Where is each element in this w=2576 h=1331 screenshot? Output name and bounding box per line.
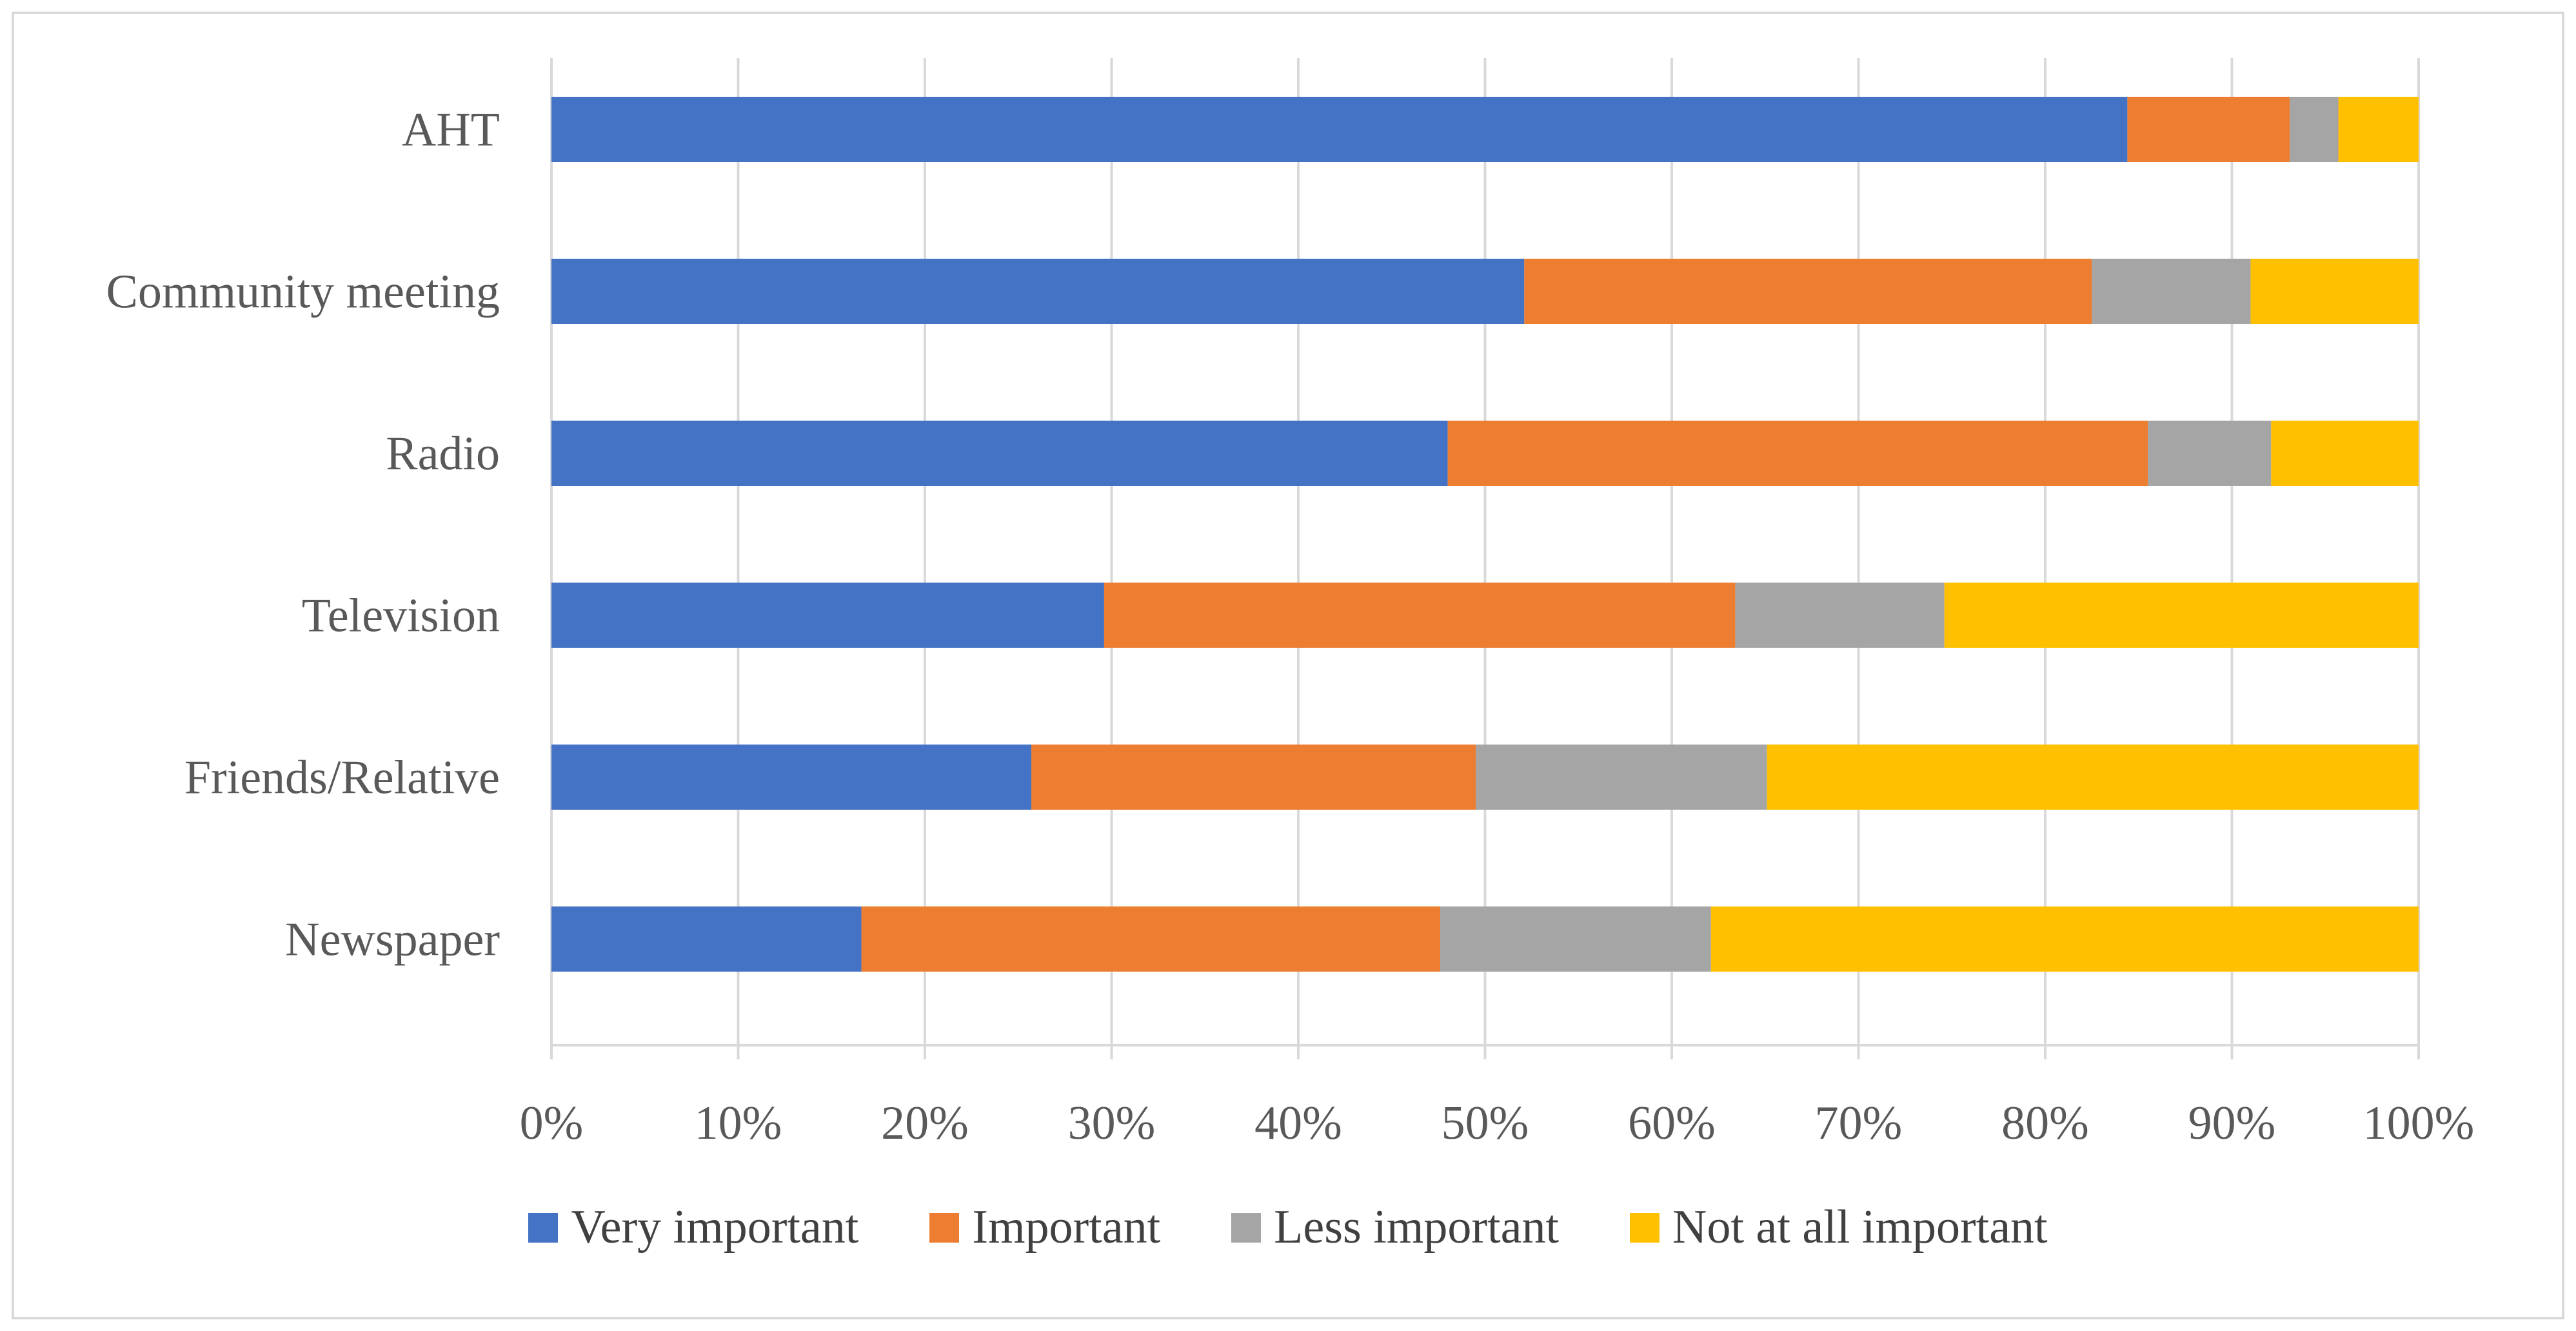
bar-segment <box>2290 97 2339 162</box>
bar-segment <box>2092 259 2251 324</box>
x-tick-label: 50% <box>1442 1097 1529 1150</box>
chart-frame <box>12 12 2564 1319</box>
legend-swatch <box>1630 1212 1660 1243</box>
legend-label: Less important <box>1274 1201 1560 1254</box>
x-tick-label: 0% <box>520 1097 584 1150</box>
x-tick-label: 30% <box>1068 1097 1156 1150</box>
x-tick-label: 20% <box>881 1097 969 1150</box>
x-tick-label: 40% <box>1254 1097 1342 1150</box>
bar-segment <box>861 906 1441 972</box>
category-label: AHT <box>402 104 500 157</box>
category-label: Radio <box>386 428 500 481</box>
category-label: Friends/Relative <box>184 752 500 805</box>
x-tick-label: 80% <box>2001 1097 2089 1150</box>
legend-swatch <box>929 1212 960 1243</box>
bar-segment <box>551 97 2128 162</box>
bar-segment <box>1524 259 2092 324</box>
bar-segment <box>551 583 1104 648</box>
bar-segment <box>1767 745 2419 810</box>
x-tick-label: 10% <box>695 1097 782 1150</box>
category-label: Community meeting <box>106 266 500 319</box>
bar-segment <box>2250 259 2419 324</box>
legend-label: Not at all important <box>1672 1201 2048 1254</box>
bar-segment <box>2127 97 2290 162</box>
bar-segment <box>1710 906 2419 972</box>
legend-item-very-important: Very important <box>528 1200 858 1255</box>
bar-segment <box>551 259 1525 324</box>
bar-segment <box>2271 421 2419 486</box>
legend-label: Important <box>972 1201 1161 1254</box>
legend-item-important: Important <box>929 1200 1160 1255</box>
x-tick-label: 60% <box>1628 1097 1716 1150</box>
bar-segment <box>1944 583 2419 648</box>
legend-item-less-important: Less important <box>1231 1200 1559 1255</box>
bar-segment <box>1104 583 1736 648</box>
bar-segment <box>551 745 1032 810</box>
x-tick-label: 90% <box>2188 1097 2276 1150</box>
legend-swatch <box>528 1212 559 1243</box>
bar-segment <box>2148 421 2272 486</box>
legend: Very important Important Less important … <box>0 1200 2576 1255</box>
legend-item-not-at-all-important: Not at all important <box>1630 1200 2048 1255</box>
bar-segment <box>551 421 1448 486</box>
x-tick-label: 70% <box>1815 1097 1903 1150</box>
category-label: Newspaper <box>285 914 500 966</box>
x-tick-label: 100% <box>2363 1097 2475 1150</box>
legend-label: Very important <box>571 1201 859 1254</box>
bar-segment <box>1735 583 1945 648</box>
legend-swatch <box>1231 1212 1262 1243</box>
bar-segment <box>551 906 862 972</box>
bar-segment <box>2338 97 2419 162</box>
bar-segment <box>1447 421 2148 486</box>
bar-segment <box>1031 745 1476 810</box>
bar-segment <box>1440 906 1711 972</box>
category-label: Television <box>302 590 500 643</box>
bar-segment <box>1476 745 1767 810</box>
